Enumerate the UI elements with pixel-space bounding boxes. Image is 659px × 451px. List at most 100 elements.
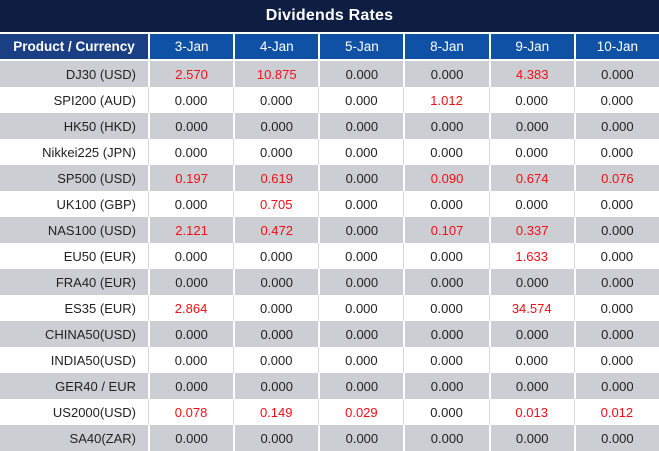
product-label: NAS100 (USD) [47,222,136,238]
product-label: FRA40 (EUR) [55,274,136,290]
dividends-table: Product / Currency 3-Jan 4-Jan 5-Jan 8-Jan 9… [0,34,659,451]
table-row: NAS100 (USD) 2.121 0.472 0.000 0.107 0.337 0.0… [0,217,659,243]
rate-cell: 0.000 [233,113,318,139]
rate-cell: 0.000 [148,373,233,399]
rate-cell: 0.000 [488,347,574,373]
product-label: DJ30 (USD) [65,66,136,82]
page-title: Dividends Rates [265,7,394,24]
rate-cell: 2.570 [148,61,233,87]
rate-cell: 0.000 [318,139,403,165]
rate-cell: 34.574 [488,295,574,321]
rate-cell: 0.000 [318,321,403,347]
rate-cell: 0.000 [573,295,659,321]
rate-cell: 0.000 [403,243,488,269]
rate-cell: 0.090 [403,165,488,191]
rate-cell: 0.013 [488,399,574,425]
product-label: HK50 (HKD) [63,118,136,134]
rate-cell: 0.000 [318,425,403,451]
rate-cell: 0.000 [573,373,659,399]
table-row: SPI200 (AUD) 0.000 0.000 0.000 1.012 0.000 0.0… [0,87,659,113]
rate-cell: 0.000 [573,425,659,451]
rate-cell: 0.000 [318,165,403,191]
product-label: UK100 (GBP) [56,196,136,212]
date-column-header: 4-Jan [233,34,319,61]
rate-cell: 0.012 [573,399,659,425]
rate-cell: 0.000 [573,321,659,347]
table-row: FRA40 (EUR) 0.000 0.000 0.000 0.000 0.000 0.00… [0,269,659,295]
rate-cell: 0.000 [488,425,574,451]
rate-cell: 0.000 [233,139,318,165]
product-currency-header: Product / Currency [0,34,148,61]
rate-cell: 0.000 [233,321,318,347]
rate-cell: 0.000 [148,87,233,113]
rate-cell: 0.000 [318,347,403,373]
rate-cell: 0.000 [233,425,318,451]
rate-cell: 0.000 [573,243,659,269]
rate-cell: 0.000 [318,373,403,399]
product-label: ES35 (EUR) [64,300,136,316]
rate-cell: 1.012 [403,87,488,113]
product-label: SP500 (USD) [57,170,136,186]
rate-cell: 0.000 [403,295,488,321]
date-column-header: 10-Jan [573,34,659,61]
rate-cell: 2.864 [148,295,233,321]
date-column-header: 5-Jan [318,34,404,61]
rate-cell: 0.029 [318,399,403,425]
product-label: SPI200 (AUD) [53,92,136,108]
rate-cell: 0.000 [233,87,318,113]
rate-cell: 0.000 [318,217,403,243]
table-row: ES35 (EUR) 2.864 0.000 0.000 0.000 34.574 0.00… [0,295,659,321]
rate-cell: 0.000 [488,373,574,399]
rate-cell: 0.000 [403,191,488,217]
rate-cell: 0.000 [573,87,659,113]
date-column-header: 9-Jan [488,34,574,61]
rate-cell: 0.000 [148,243,233,269]
table-row: CHINA50(USD) 0.000 0.000 0.000 0.000 0.000 0.0… [0,321,659,347]
rate-cell: 0.000 [148,139,233,165]
table-row: INDIA50(USD) 0.000 0.000 0.000 0.000 0.000 0.0… [0,347,659,373]
product-label: US2000(USD) [52,404,136,420]
rate-cell: 0.000 [573,61,659,87]
rate-cell: 0.000 [233,243,318,269]
rate-cell: 1.633 [488,243,574,269]
rate-cell: 0.000 [403,321,488,347]
rate-cell: 2.121 [148,217,233,243]
rate-cell: 0.000 [403,113,488,139]
table-row: GER40 / EUR 0.000 0.000 0.000 0.000 0.000 0.00… [0,373,659,399]
rate-cell: 0.472 [233,217,318,243]
rate-cell: 0.000 [403,373,488,399]
product-label: CHINA50(USD) [44,326,136,342]
rate-cell: 0.619 [233,165,318,191]
rate-cell: 0.000 [573,269,659,295]
rate-cell: 0.000 [488,191,574,217]
rate-cell: 0.000 [318,87,403,113]
table-row: Nikkei225 (JPN) 0.000 0.000 0.000 0.000 0.000… [0,139,659,165]
rate-cell: 0.000 [233,295,318,321]
rate-cell: 0.000 [573,113,659,139]
rate-cell: 0.000 [233,269,318,295]
rate-cell: 0.000 [488,113,574,139]
rate-cell: 0.149 [233,399,318,425]
rate-cell: 0.000 [403,425,488,451]
rate-cell: 0.000 [403,61,488,87]
rate-cell: 0.000 [573,217,659,243]
rate-cell: 0.000 [403,399,488,425]
table-row: SP500 (USD) 0.197 0.619 0.000 0.090 0.674 0.07… [0,165,659,191]
rate-cell: 0.000 [318,295,403,321]
table-row: SA40(ZAR) 0.000 0.000 0.000 0.000 0.000 0.000 [0,425,659,451]
product-label: Nikkei225 (JPN) [42,144,136,160]
rate-cell: 0.000 [148,347,233,373]
rate-cell: 0.000 [488,269,574,295]
rate-cell: 0.000 [488,87,574,113]
rate-cell: 0.000 [403,269,488,295]
rate-cell: 10.875 [233,61,318,87]
rate-cell: 0.000 [318,191,403,217]
table-row: UK100 (GBP) 0.000 0.705 0.000 0.000 0.000 0.00… [0,191,659,217]
rate-cell: 0.000 [148,321,233,347]
product-label: GER40 / EUR [55,378,136,394]
rate-cell: 0.000 [488,139,574,165]
date-column-header: 3-Jan [148,34,234,61]
rate-cell: 0.000 [318,113,403,139]
rate-cell: 0.000 [318,243,403,269]
table-row: DJ30 (USD) 2.570 10.875 0.000 0.000 4.383 0.00… [0,61,659,87]
